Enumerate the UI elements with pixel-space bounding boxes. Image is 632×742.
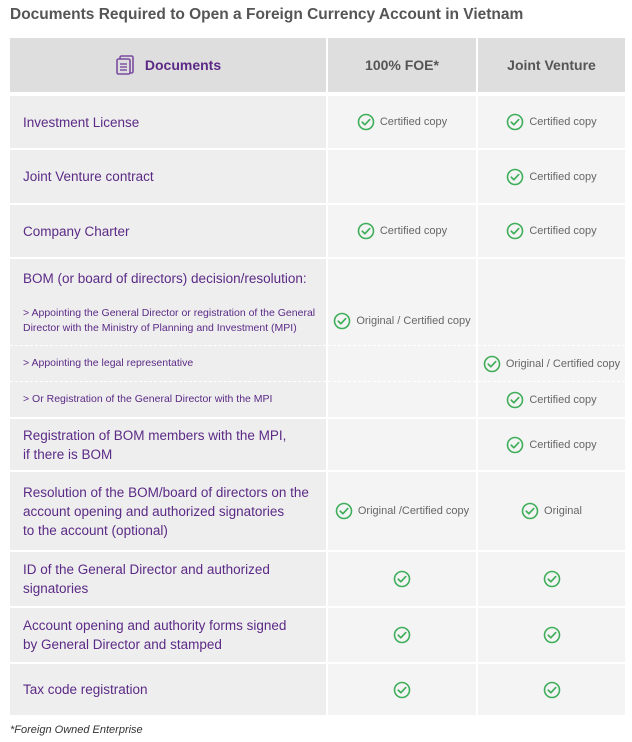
document-cell: > Or Registration of the General Directo… (10, 382, 326, 417)
cell-text: Original /Certified copy (357, 505, 470, 517)
document-cell: Account opening and authority forms sign… (10, 608, 326, 662)
document-cell: > Appointing the legal representative (10, 346, 326, 382)
value-cell: Original / Certified copy (328, 297, 476, 346)
header-cell: Documents (10, 38, 326, 92)
value-cell (328, 419, 476, 470)
document-cell: Resolution of the BOM/board of directors… (10, 472, 326, 550)
column-header: Documents (144, 57, 222, 73)
value-cell (478, 259, 625, 297)
document-cell: Company Charter (10, 205, 326, 257)
check-icon (334, 312, 351, 330)
document-cell: Tax code registration (10, 664, 326, 715)
cell-text: Certified copy (379, 225, 448, 237)
value-cell (478, 552, 625, 606)
value-cell (328, 552, 476, 606)
cell-text: Original / Certified copy (505, 357, 621, 370)
check-icon (507, 222, 524, 240)
value-cell: Original (478, 472, 625, 550)
value-cell: Original /Certified copy (328, 472, 476, 550)
cell-text: Certified copy (529, 170, 597, 183)
title: Documents Required to Open a Foreign Cur… (10, 6, 524, 23)
value-cell: Original / Certified copy (478, 346, 625, 382)
value-cell (328, 150, 476, 203)
value-cell: Certified copy (478, 96, 625, 148)
cell-text: Certified copy (529, 225, 597, 237)
check-icon (393, 681, 411, 698)
check-icon (543, 681, 560, 698)
check-icon (357, 222, 375, 240)
document-cell: BOM (or board of directors) decision/res… (10, 259, 326, 297)
check-icon (507, 436, 524, 453)
document-cell: Investment License (10, 96, 326, 148)
check-icon (543, 570, 560, 588)
value-cell: Certified copy (478, 150, 625, 203)
value-cell: Certified copy (328, 96, 476, 148)
check-icon (543, 626, 560, 644)
check-icon (483, 355, 501, 372)
check-icon (521, 502, 539, 520)
document-cell: > Appointing the General Director or reg… (10, 297, 326, 346)
cell-text: Certified copy (529, 116, 597, 128)
document-cell: ID of the General Director and authorize… (10, 552, 326, 606)
document-cell: Registration of BOM members with the MPI… (10, 419, 326, 470)
value-cell: Certified copy (328, 205, 476, 257)
column-header: 100% FOE* (328, 38, 476, 92)
cell-text: Original (544, 505, 582, 517)
value-cell (328, 346, 476, 382)
check-icon (357, 113, 375, 131)
value-cell (328, 664, 476, 715)
check-icon (507, 168, 524, 185)
value-cell (478, 664, 625, 715)
document-icon (116, 55, 134, 75)
document-cell: Joint Venture contract (10, 150, 326, 203)
footnote: *Foreign Owned Enterprise (10, 724, 143, 736)
cell-text: Original / Certified copy (356, 315, 471, 327)
cell-text: Certified copy (379, 116, 448, 128)
value-cell (478, 297, 625, 346)
value-cell (328, 608, 476, 662)
column-header: Joint Venture (478, 38, 625, 92)
value-cell (328, 259, 476, 297)
value-cell: Certified copy (478, 419, 625, 470)
check-icon (507, 113, 524, 131)
check-icon (507, 391, 524, 408)
value-cell: Certified copy (478, 382, 625, 417)
check-icon (393, 626, 411, 644)
cell-text: Certified copy (529, 393, 597, 406)
value-cell: Certified copy (478, 205, 625, 257)
value-cell (328, 382, 476, 417)
check-icon (335, 502, 353, 520)
cell-text: Certified copy (529, 438, 597, 451)
check-icon (393, 570, 411, 588)
value-cell (478, 608, 625, 662)
